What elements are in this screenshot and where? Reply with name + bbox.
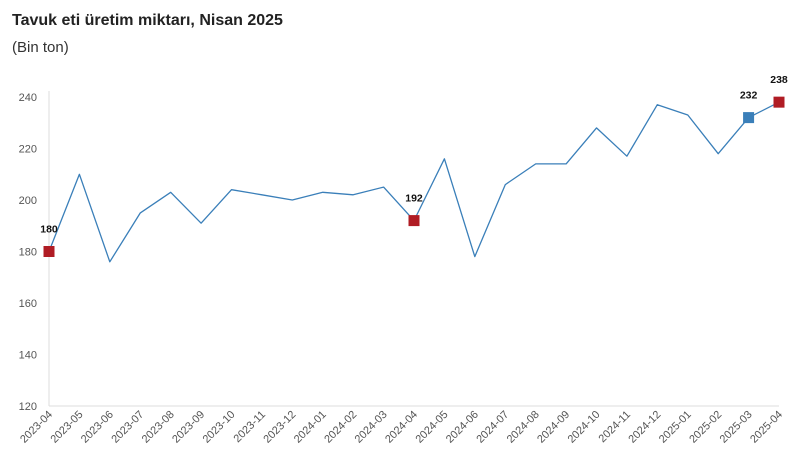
chart-title: Tavuk eti üretim miktarı, Nisan 2025 bbox=[12, 12, 283, 29]
x-tick-label: 2025-04 bbox=[748, 409, 785, 446]
x-tick-label: 2024-07 bbox=[474, 409, 511, 446]
x-tick-label: 2023-06 bbox=[79, 409, 116, 446]
x-tick-label: 2024-01 bbox=[292, 409, 329, 446]
x-tick-label: 2023-04 bbox=[18, 409, 55, 446]
y-tick-label: 140 bbox=[19, 350, 37, 362]
data-label: 192 bbox=[405, 193, 423, 205]
series-group bbox=[48, 101, 780, 263]
y-axis-ticks: 120 140 160 180 200 220 240 bbox=[19, 92, 37, 413]
x-tick-label: 2024-09 bbox=[535, 409, 572, 446]
x-tick-label: 2023-10 bbox=[201, 409, 238, 446]
y-tick-label: 200 bbox=[19, 195, 37, 207]
y-tick-label: 240 bbox=[19, 92, 37, 104]
x-tick-label: 2024-10 bbox=[566, 409, 603, 446]
chart-subtitle: (Bin ton) bbox=[12, 39, 69, 56]
x-tick-label: 2023-07 bbox=[109, 409, 146, 446]
data-label: 232 bbox=[740, 90, 758, 102]
x-tick-label: 2024-02 bbox=[322, 409, 359, 446]
chart-axes bbox=[48, 91, 779, 407]
x-tick-label: 2023-12 bbox=[261, 409, 298, 446]
y-tick-label: 120 bbox=[19, 401, 37, 413]
x-tick-label: 2024-05 bbox=[414, 409, 451, 446]
y-tick-label: 180 bbox=[19, 247, 37, 259]
highlight-marker bbox=[408, 215, 420, 227]
x-tick-label: 2023-08 bbox=[140, 409, 177, 446]
x-axis-ticks: 2023-042023-052023-062023-072023-082023-… bbox=[18, 409, 785, 446]
x-tick-label: 2023-09 bbox=[170, 409, 207, 446]
y-tick-label: 220 bbox=[19, 144, 37, 156]
x-tick-label: 2025-02 bbox=[687, 409, 724, 446]
highlight-markers: 180 192 232 238 bbox=[40, 74, 788, 257]
x-tick-label: 2025-03 bbox=[718, 409, 755, 446]
x-tick-label: 2024-03 bbox=[353, 409, 390, 446]
highlight-marker bbox=[773, 96, 785, 108]
highlight-marker bbox=[43, 246, 55, 257]
data-label: 180 bbox=[40, 224, 58, 236]
x-tick-label: 2024-04 bbox=[383, 409, 420, 446]
highlight-marker bbox=[743, 112, 755, 124]
x-tick-label: 2024-08 bbox=[505, 409, 542, 446]
data-label: 238 bbox=[770, 74, 788, 86]
series-line bbox=[48, 101, 780, 263]
x-tick-label: 2024-12 bbox=[626, 409, 663, 446]
y-tick-label: 160 bbox=[19, 298, 37, 310]
x-tick-label: 2023-05 bbox=[49, 409, 86, 446]
x-tick-label: 2025-01 bbox=[657, 409, 694, 446]
x-tick-label: 2024-06 bbox=[444, 409, 481, 446]
